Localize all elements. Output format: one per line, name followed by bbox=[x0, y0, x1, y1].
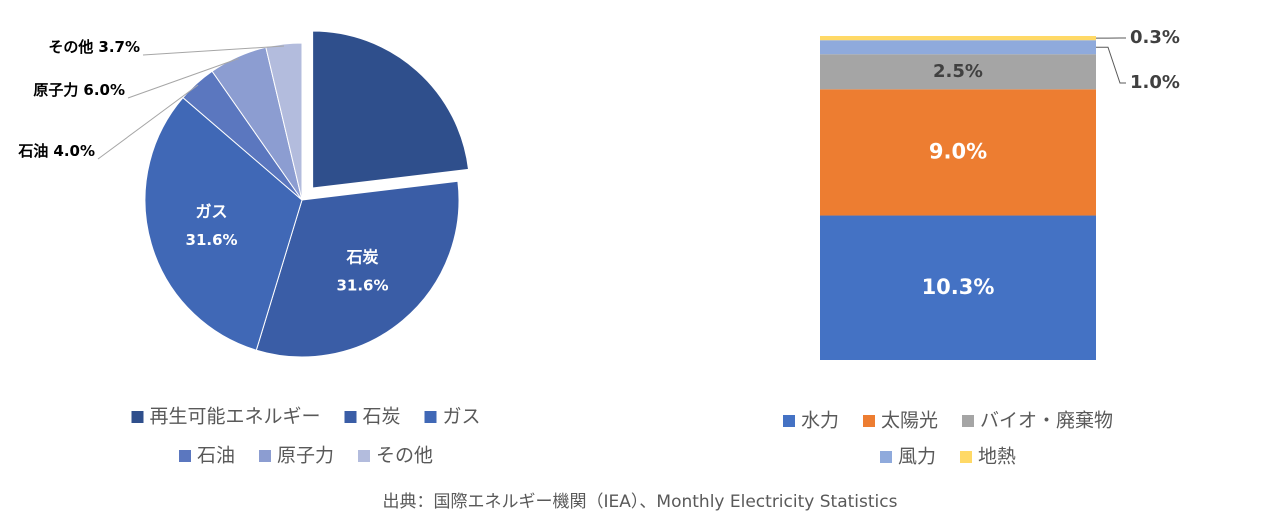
legend-label: バイオ・廃棄物 bbox=[980, 410, 1113, 432]
legend-swatch bbox=[783, 415, 795, 427]
slice-value: 4.0% bbox=[53, 142, 95, 160]
legend-swatch bbox=[863, 415, 875, 427]
legend-swatch bbox=[179, 450, 191, 462]
bar-segment bbox=[820, 40, 1096, 54]
leader-line bbox=[1096, 47, 1126, 83]
legend-label: 太陽光 bbox=[881, 410, 938, 432]
legend-label: 石炭 bbox=[363, 406, 401, 428]
legend-swatch bbox=[358, 450, 370, 462]
slice-name: その他 bbox=[48, 38, 93, 56]
legend-label: ガス bbox=[443, 406, 481, 428]
pie-slice bbox=[313, 31, 469, 188]
legend-swatch bbox=[345, 411, 357, 423]
slice-name: 原子力 bbox=[33, 81, 78, 99]
legend-label: 地熱 bbox=[978, 446, 1016, 468]
legend-swatch bbox=[960, 451, 972, 463]
legend-swatch bbox=[880, 451, 892, 463]
segment-label: 1.0% bbox=[1130, 72, 1180, 93]
bar-segment bbox=[820, 36, 1096, 40]
segment-label: 0.3% bbox=[1130, 27, 1180, 48]
legend-label: 原子力 bbox=[277, 445, 334, 467]
slice-label: 原子力 6.0% bbox=[33, 81, 125, 99]
slice-value: 31.6% bbox=[186, 231, 238, 249]
slice-value: 6.0% bbox=[83, 81, 125, 99]
legend-label: その他 bbox=[376, 445, 433, 467]
slice-value: 31.6% bbox=[336, 277, 388, 295]
slice-name: 石炭 bbox=[345, 248, 378, 267]
legend-label: 再生可能エネルギー bbox=[150, 406, 321, 428]
legend-swatch bbox=[259, 450, 271, 462]
legend-label: 風力 bbox=[898, 446, 936, 468]
segment-label: 9.0% bbox=[929, 139, 987, 163]
legend-swatch bbox=[425, 411, 437, 423]
legend-label: 水力 bbox=[801, 410, 839, 432]
legend-swatch bbox=[132, 411, 144, 423]
slice-value: 3.7% bbox=[98, 38, 140, 56]
slice-label: 石油 4.0% bbox=[17, 142, 95, 160]
source: 出典：国際エネルギー機関（IEA）、Monthly Electricity St… bbox=[383, 492, 898, 512]
legend-swatch bbox=[962, 415, 974, 427]
segment-label: 10.3% bbox=[922, 275, 995, 299]
slice-name: ガス bbox=[196, 202, 228, 221]
legend-label: 石油 bbox=[197, 445, 235, 467]
slice-label: その他 3.7% bbox=[48, 38, 140, 56]
segment-label: 2.5% bbox=[933, 61, 983, 82]
slice-name: 石油 bbox=[17, 142, 48, 160]
